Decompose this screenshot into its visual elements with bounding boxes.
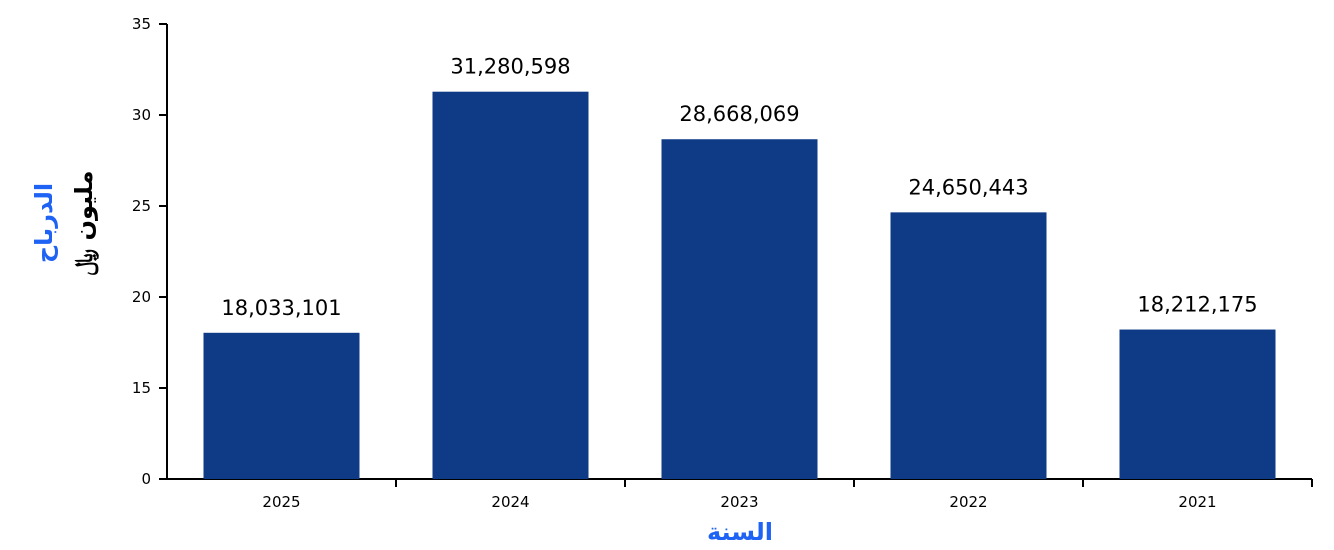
y-tick-label: 25 xyxy=(132,197,151,215)
bar-value-labels: 18,033,101 31,280,598 28,668,069 24,650,443… xyxy=(221,55,1257,320)
bar-2022 xyxy=(890,212,1047,479)
y-tick-label: 20 xyxy=(132,288,151,306)
y-axis-unit: مليون ﷼ xyxy=(70,171,99,276)
x-tick-label: 2024 xyxy=(491,493,529,511)
x-axis-ticks: 2025 2024 2023 2022 2021 xyxy=(262,479,1313,511)
bars xyxy=(203,91,1276,479)
bar-2023 xyxy=(661,139,818,479)
y-axis-ticks: 0 15 20 25 30 35 xyxy=(132,15,167,488)
bar-value-label: 31,280,598 xyxy=(450,55,570,79)
bar-2024 xyxy=(432,91,589,479)
x-tick-label: 2023 xyxy=(720,493,758,511)
y-tick-label: 0 xyxy=(141,470,151,488)
bar-value-label: 24,650,443 xyxy=(908,175,1028,199)
y-axis-title: الدرباح xyxy=(30,183,58,263)
bar-value-label: 18,033,101 xyxy=(221,296,341,320)
bar-2021 xyxy=(1119,329,1276,479)
bar-value-label: 28,668,069 xyxy=(679,102,799,126)
y-tick-label: 35 xyxy=(132,15,151,33)
bar-value-label: 18,212,175 xyxy=(1137,293,1257,317)
y-axis-unit-group: مليون ﷼ xyxy=(70,171,99,276)
y-tick-label: 30 xyxy=(132,106,151,124)
x-tick-label: 2022 xyxy=(949,493,987,511)
x-tick-label: 2025 xyxy=(262,493,300,511)
y-axis-title-group: الدرباح xyxy=(30,183,58,263)
y-tick-label: 15 xyxy=(132,379,151,397)
bar-2025 xyxy=(203,332,360,479)
x-tick-label: 2021 xyxy=(1178,493,1216,511)
x-axis-title: السنة xyxy=(707,518,773,546)
